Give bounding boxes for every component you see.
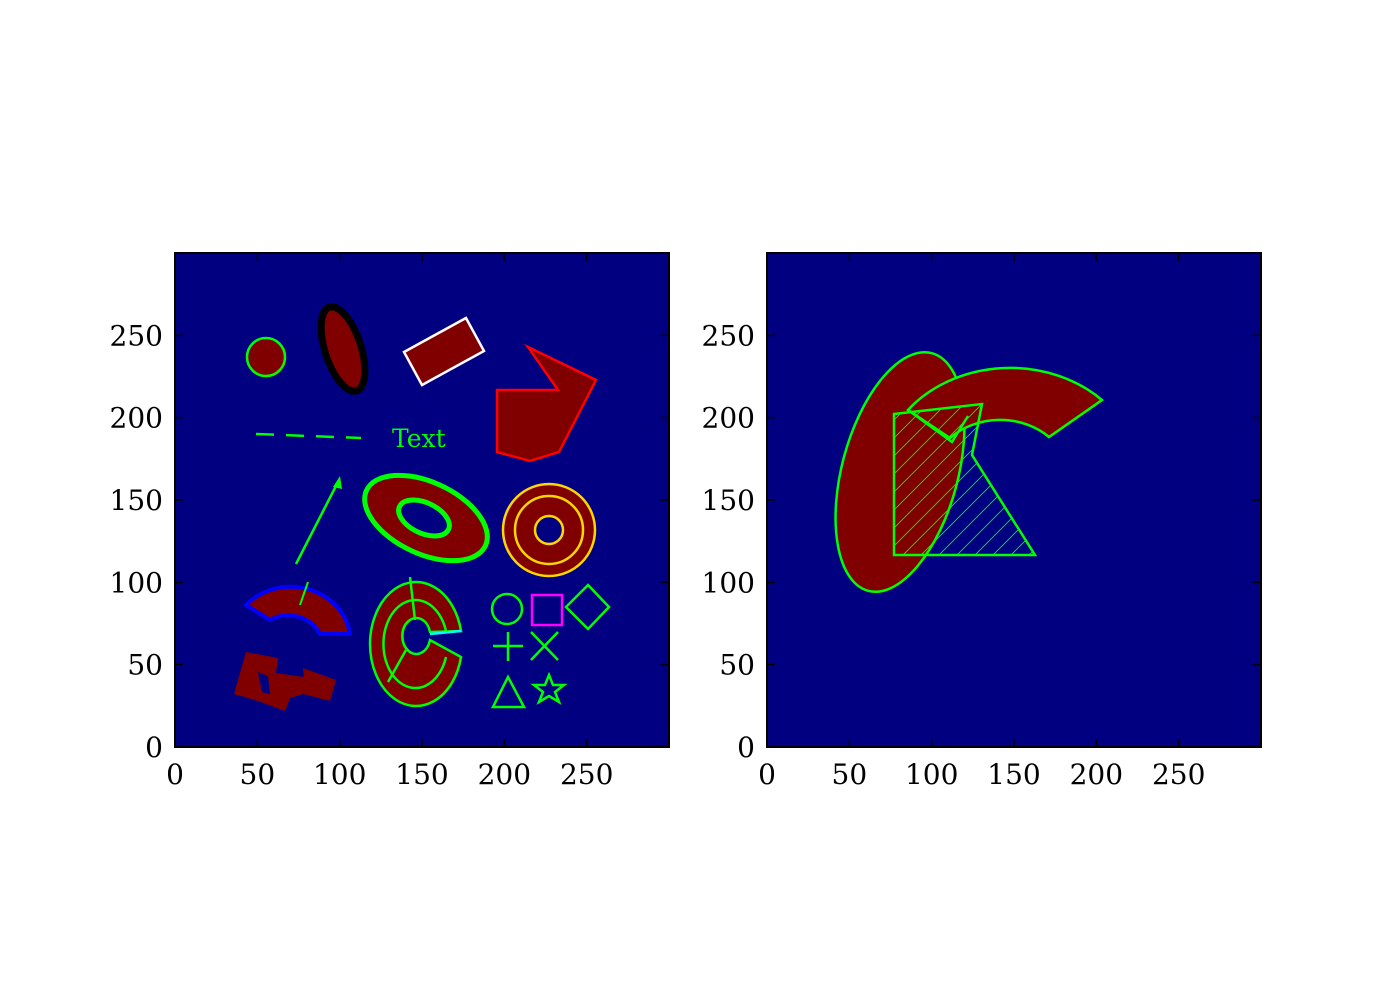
right-axes-xtick-label: 200 <box>1070 758 1123 791</box>
left-shapes: Text <box>234 303 611 711</box>
polygon-red <box>495 343 598 463</box>
right-axes: 0 50 100 150 200 250 0 50 100 150 200 250 <box>702 252 1262 791</box>
left-axes-ytick-label: 100 <box>110 566 163 599</box>
rotated-rectangle <box>402 316 486 387</box>
wedge-green-divider-2 <box>386 649 408 683</box>
arrow-head <box>333 476 342 489</box>
marker-star <box>530 671 568 705</box>
marker-x <box>530 631 559 661</box>
dashed-line <box>255 432 362 440</box>
right-axes-xtick-label: 250 <box>1152 758 1205 791</box>
elliptical-annulus <box>362 472 490 564</box>
marker-square <box>530 593 564 627</box>
left-axes-xtick-label: 50 <box>240 758 276 791</box>
right-axes-xtick-label: 150 <box>987 758 1040 791</box>
right-axes-ytick-label: 150 <box>702 484 755 517</box>
right-axes-ytick-label: 250 <box>702 319 755 352</box>
right-axes-xtick-label: 0 <box>758 758 776 791</box>
filled-region <box>234 652 336 711</box>
marker-triangle <box>490 674 527 709</box>
circular-annulus-middle <box>513 494 585 566</box>
circular-annulus-inner <box>533 514 565 546</box>
right-axes-ytick-label: 200 <box>702 402 755 435</box>
wedge-blue <box>242 584 353 636</box>
wedge-green-divider-1 <box>408 576 417 621</box>
right-axes-xtick-label: 50 <box>832 758 868 791</box>
wedge-green-cyan-edge <box>429 629 462 636</box>
hatched-polygon <box>892 402 1038 557</box>
left-axes-ytick-label: 200 <box>110 402 163 435</box>
left-axes-xtick-label: 200 <box>478 758 531 791</box>
left-axes-xtick-label: 250 <box>560 758 613 791</box>
left-axes: Text <box>110 252 670 791</box>
right-axes-ytick-label: 100 <box>702 566 755 599</box>
right-axes-xtick-label: 100 <box>905 758 958 791</box>
left-axes-xtick-label: 0 <box>166 758 184 791</box>
wedge-blue-divider <box>299 581 309 606</box>
arrow <box>294 481 340 565</box>
left-axes-ytick-label: 50 <box>127 649 163 682</box>
right-axes-ytick-label: 50 <box>719 649 755 682</box>
left-axes-ytick-label: 250 <box>110 319 163 352</box>
left-axes-xtick-label: 100 <box>313 758 366 791</box>
marker-plus <box>493 632 523 661</box>
right-shapes <box>834 350 1105 594</box>
text-annotation: Text <box>392 424 446 453</box>
right-axes-ytick-label: 0 <box>737 731 755 764</box>
left-axes-xtick-label: 150 <box>395 758 448 791</box>
circle <box>245 336 287 378</box>
left-axes-ytick-label: 150 <box>110 484 163 517</box>
hatched-polygon-notch <box>907 408 970 444</box>
marker-diamond <box>564 583 611 631</box>
left-axes-ytick-label: 0 <box>145 731 163 764</box>
right-axes-ticks: 0 50 100 150 200 250 0 50 100 150 200 250 <box>702 253 1261 791</box>
marker-circle <box>490 592 524 626</box>
ellipse-black-outline <box>317 303 369 395</box>
wedge-green-ring <box>382 598 448 690</box>
left-axes-ticks: 0 50 100 150 200 250 0 50 100 150 200 250 <box>110 253 669 791</box>
